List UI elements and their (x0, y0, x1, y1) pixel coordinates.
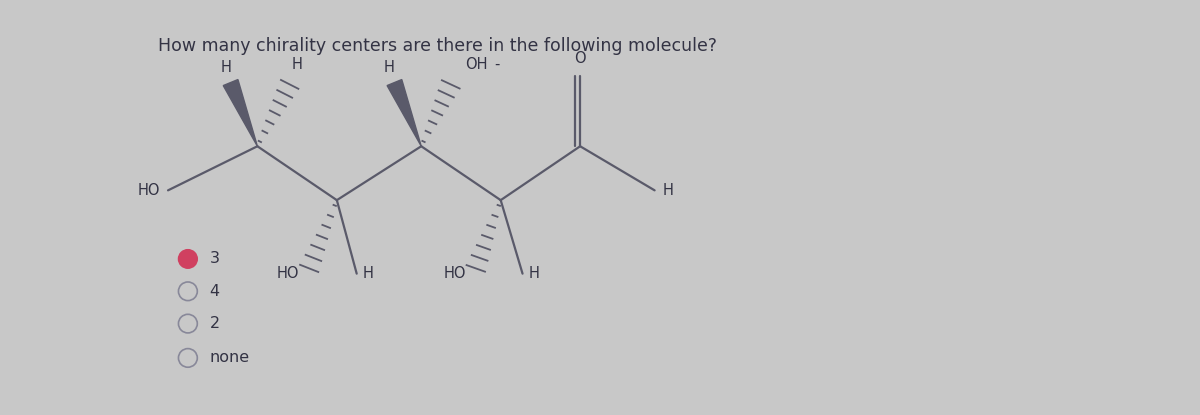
Polygon shape (223, 80, 257, 146)
Text: O: O (575, 51, 586, 66)
Polygon shape (388, 80, 421, 146)
Text: HO: HO (138, 183, 160, 198)
Text: none: none (210, 350, 250, 366)
Text: HO: HO (444, 266, 466, 281)
Text: OH: OH (464, 57, 487, 72)
Text: 3: 3 (210, 251, 220, 266)
Text: How many chirality centers are there in the following molecule?: How many chirality centers are there in … (158, 37, 718, 54)
Text: H: H (662, 183, 673, 198)
Text: 4: 4 (210, 284, 220, 299)
Text: H: H (220, 60, 232, 75)
Text: H: H (528, 266, 539, 281)
Text: H: H (292, 57, 302, 72)
Circle shape (179, 250, 197, 268)
Text: H: H (362, 266, 373, 281)
Text: -: - (494, 57, 500, 72)
Text: HO: HO (277, 266, 299, 281)
Text: 2: 2 (210, 316, 220, 331)
Text: H: H (384, 60, 395, 75)
